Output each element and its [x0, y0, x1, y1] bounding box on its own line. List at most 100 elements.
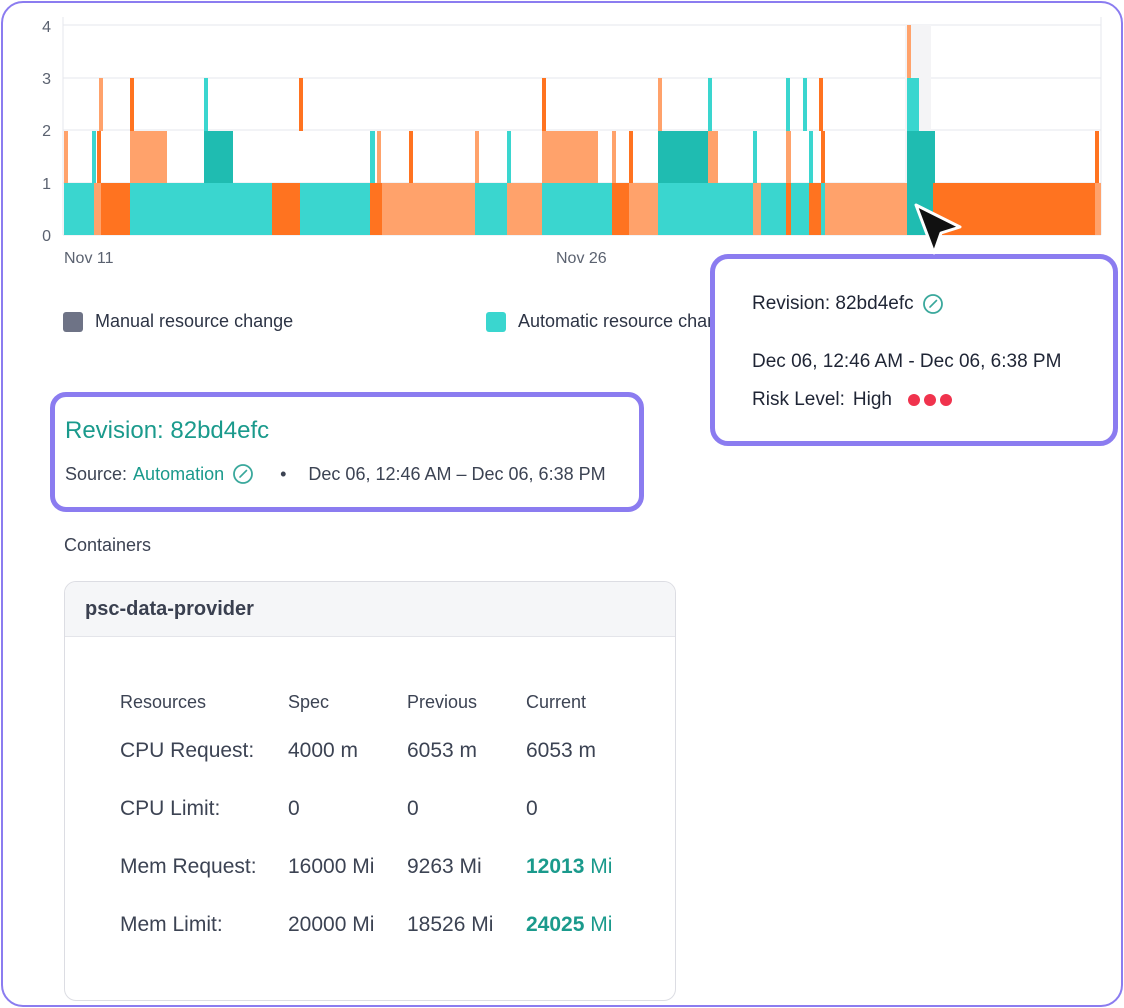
- risk-label: Risk Level:: [752, 389, 845, 410]
- previous-value: 9263 Mi: [407, 855, 482, 878]
- bar-segment[interactable]: [542, 78, 546, 131]
- bar-segment[interactable]: [204, 131, 233, 183]
- bar-segment[interactable]: [786, 183, 791, 235]
- bar-segment[interactable]: [542, 131, 598, 183]
- bar-segment[interactable]: [92, 131, 96, 183]
- risk-dot: [908, 394, 920, 406]
- table-row: CPU Limit: 0 0 0: [120, 780, 636, 838]
- current-value-changed: 24025 Mi: [526, 913, 636, 937]
- bar-segment[interactable]: [97, 131, 101, 183]
- bar-segment[interactable]: [377, 131, 381, 183]
- bar-segment[interactable]: [753, 131, 757, 183]
- bar-segment[interactable]: [382, 183, 475, 235]
- bar-segment[interactable]: [629, 131, 633, 183]
- bar-segment[interactable]: [130, 131, 167, 183]
- current-value-changed: 12013 Mi: [526, 855, 636, 879]
- source-value[interactable]: Automation: [133, 463, 225, 484]
- bar-segment-selected[interactable]: [907, 25, 911, 78]
- bar-segment[interactable]: [130, 78, 134, 131]
- revision-summary: Revision: 82bd4efc Source: Automation • …: [50, 392, 644, 512]
- bar-segment[interactable]: [761, 183, 786, 235]
- bar-segment[interactable]: [1095, 183, 1101, 235]
- bar-segment[interactable]: [64, 131, 68, 183]
- legend-item-manual[interactable]: Manual resource change: [63, 311, 293, 332]
- bar-segment[interactable]: [708, 78, 712, 131]
- current-number: 12013: [526, 855, 585, 878]
- revision-time-range: Dec 06, 12:46 AM – Dec 06, 6:38 PM: [308, 463, 606, 484]
- previous-value: 6053 m: [407, 739, 478, 762]
- bar-segment[interactable]: [753, 183, 761, 235]
- bar-segment[interactable]: [821, 183, 825, 235]
- legend-item-automatic[interactable]: Automatic resource change: [486, 311, 713, 332]
- risk-dot: [940, 394, 952, 406]
- current-unit: Mi: [590, 913, 613, 936]
- source-label: Source:: [65, 463, 128, 484]
- legend-label: Manual resource change: [95, 311, 294, 331]
- bar-segment[interactable]: [803, 78, 807, 131]
- separator-dot: •: [280, 463, 287, 484]
- bar-segment[interactable]: [821, 131, 825, 183]
- bar-segment[interactable]: [300, 183, 370, 235]
- bar-segment[interactable]: [786, 78, 790, 131]
- compass-icon: [233, 464, 254, 484]
- bar-segment[interactable]: [708, 131, 718, 183]
- bar-segment[interactable]: [272, 183, 300, 235]
- current-value: 6053 m: [526, 739, 597, 762]
- bar-segment[interactable]: [370, 131, 375, 183]
- current-value: 0: [526, 797, 538, 820]
- spec-value: 16000 Mi: [288, 855, 375, 878]
- x-tick-label: Nov 11: [64, 250, 114, 267]
- tooltip-revision-text: Revision: 82bd4efc: [752, 293, 914, 314]
- legend-swatch-automatic: [486, 311, 506, 332]
- bar-segment[interactable]: [507, 183, 542, 235]
- bar-segment[interactable]: [409, 131, 413, 183]
- bar-segment[interactable]: [612, 183, 629, 235]
- resource-name: Mem Limit:: [120, 913, 223, 936]
- chart-bars[interactable]: [64, 25, 1101, 235]
- legend-swatch-manual: [63, 311, 83, 332]
- table-row: CPU Request: 4000 m 6053 m 6053 m: [120, 722, 636, 780]
- revision-title: Revision: 82bd4efc: [65, 417, 270, 444]
- bar-segment[interactable]: [507, 131, 511, 183]
- risk-dots: [904, 394, 952, 406]
- bar-segment[interactable]: [1095, 131, 1099, 183]
- bar-segment[interactable]: [94, 183, 101, 235]
- bar-segment[interactable]: [475, 183, 507, 235]
- bar-segment-selected[interactable]: [907, 131, 935, 183]
- resource-change-chart: 0 1 2 3 4 Nov 11 Nov 26: [42, 17, 1102, 267]
- bar-segment[interactable]: [658, 183, 753, 235]
- bar-segment[interactable]: [809, 183, 821, 235]
- y-tick-label: 1: [42, 176, 51, 193]
- bar-segment[interactable]: [475, 131, 479, 183]
- bar-segment[interactable]: [791, 183, 809, 235]
- resources-table: Resources Spec Previous Current CPU Requ…: [120, 682, 636, 954]
- resource-name: CPU Request:: [120, 739, 255, 762]
- legend-label: Automatic resource change: [518, 311, 713, 331]
- bar-segment[interactable]: [629, 183, 658, 235]
- bar-segment-selected[interactable]: [907, 78, 919, 131]
- revision-meta: Source: Automation • Dec 06, 12:46 AM – …: [65, 463, 606, 485]
- bar-segment[interactable]: [542, 183, 612, 235]
- bar-segment[interactable]: [101, 183, 130, 235]
- bar-segment[interactable]: [299, 78, 303, 131]
- bar-segment[interactable]: [64, 183, 94, 235]
- bar-segment[interactable]: [370, 183, 382, 235]
- bar-segment[interactable]: [809, 131, 813, 183]
- container-name: psc-data-provider: [65, 582, 675, 637]
- column-header: Spec: [288, 691, 330, 712]
- bar-segment[interactable]: [819, 78, 823, 131]
- bar-segment[interactable]: [204, 78, 208, 131]
- bar-segment[interactable]: [825, 183, 907, 235]
- table-header: Resources Spec Previous Current: [120, 682, 636, 722]
- bar-segment[interactable]: [658, 131, 708, 183]
- bar-segment[interactable]: [786, 131, 791, 183]
- bar-segment[interactable]: [658, 78, 662, 131]
- current-unit: Mi: [590, 855, 613, 878]
- bar-segment[interactable]: [130, 183, 272, 235]
- previous-value: 18526 Mi: [407, 913, 494, 936]
- table-row: Mem Request: 16000 Mi 9263 Mi 12013 Mi: [120, 838, 636, 896]
- bar-segment[interactable]: [612, 131, 616, 183]
- x-tick-label: Nov 26: [556, 250, 607, 267]
- bar-segment[interactable]: [99, 78, 103, 131]
- previous-value: 0: [407, 797, 419, 820]
